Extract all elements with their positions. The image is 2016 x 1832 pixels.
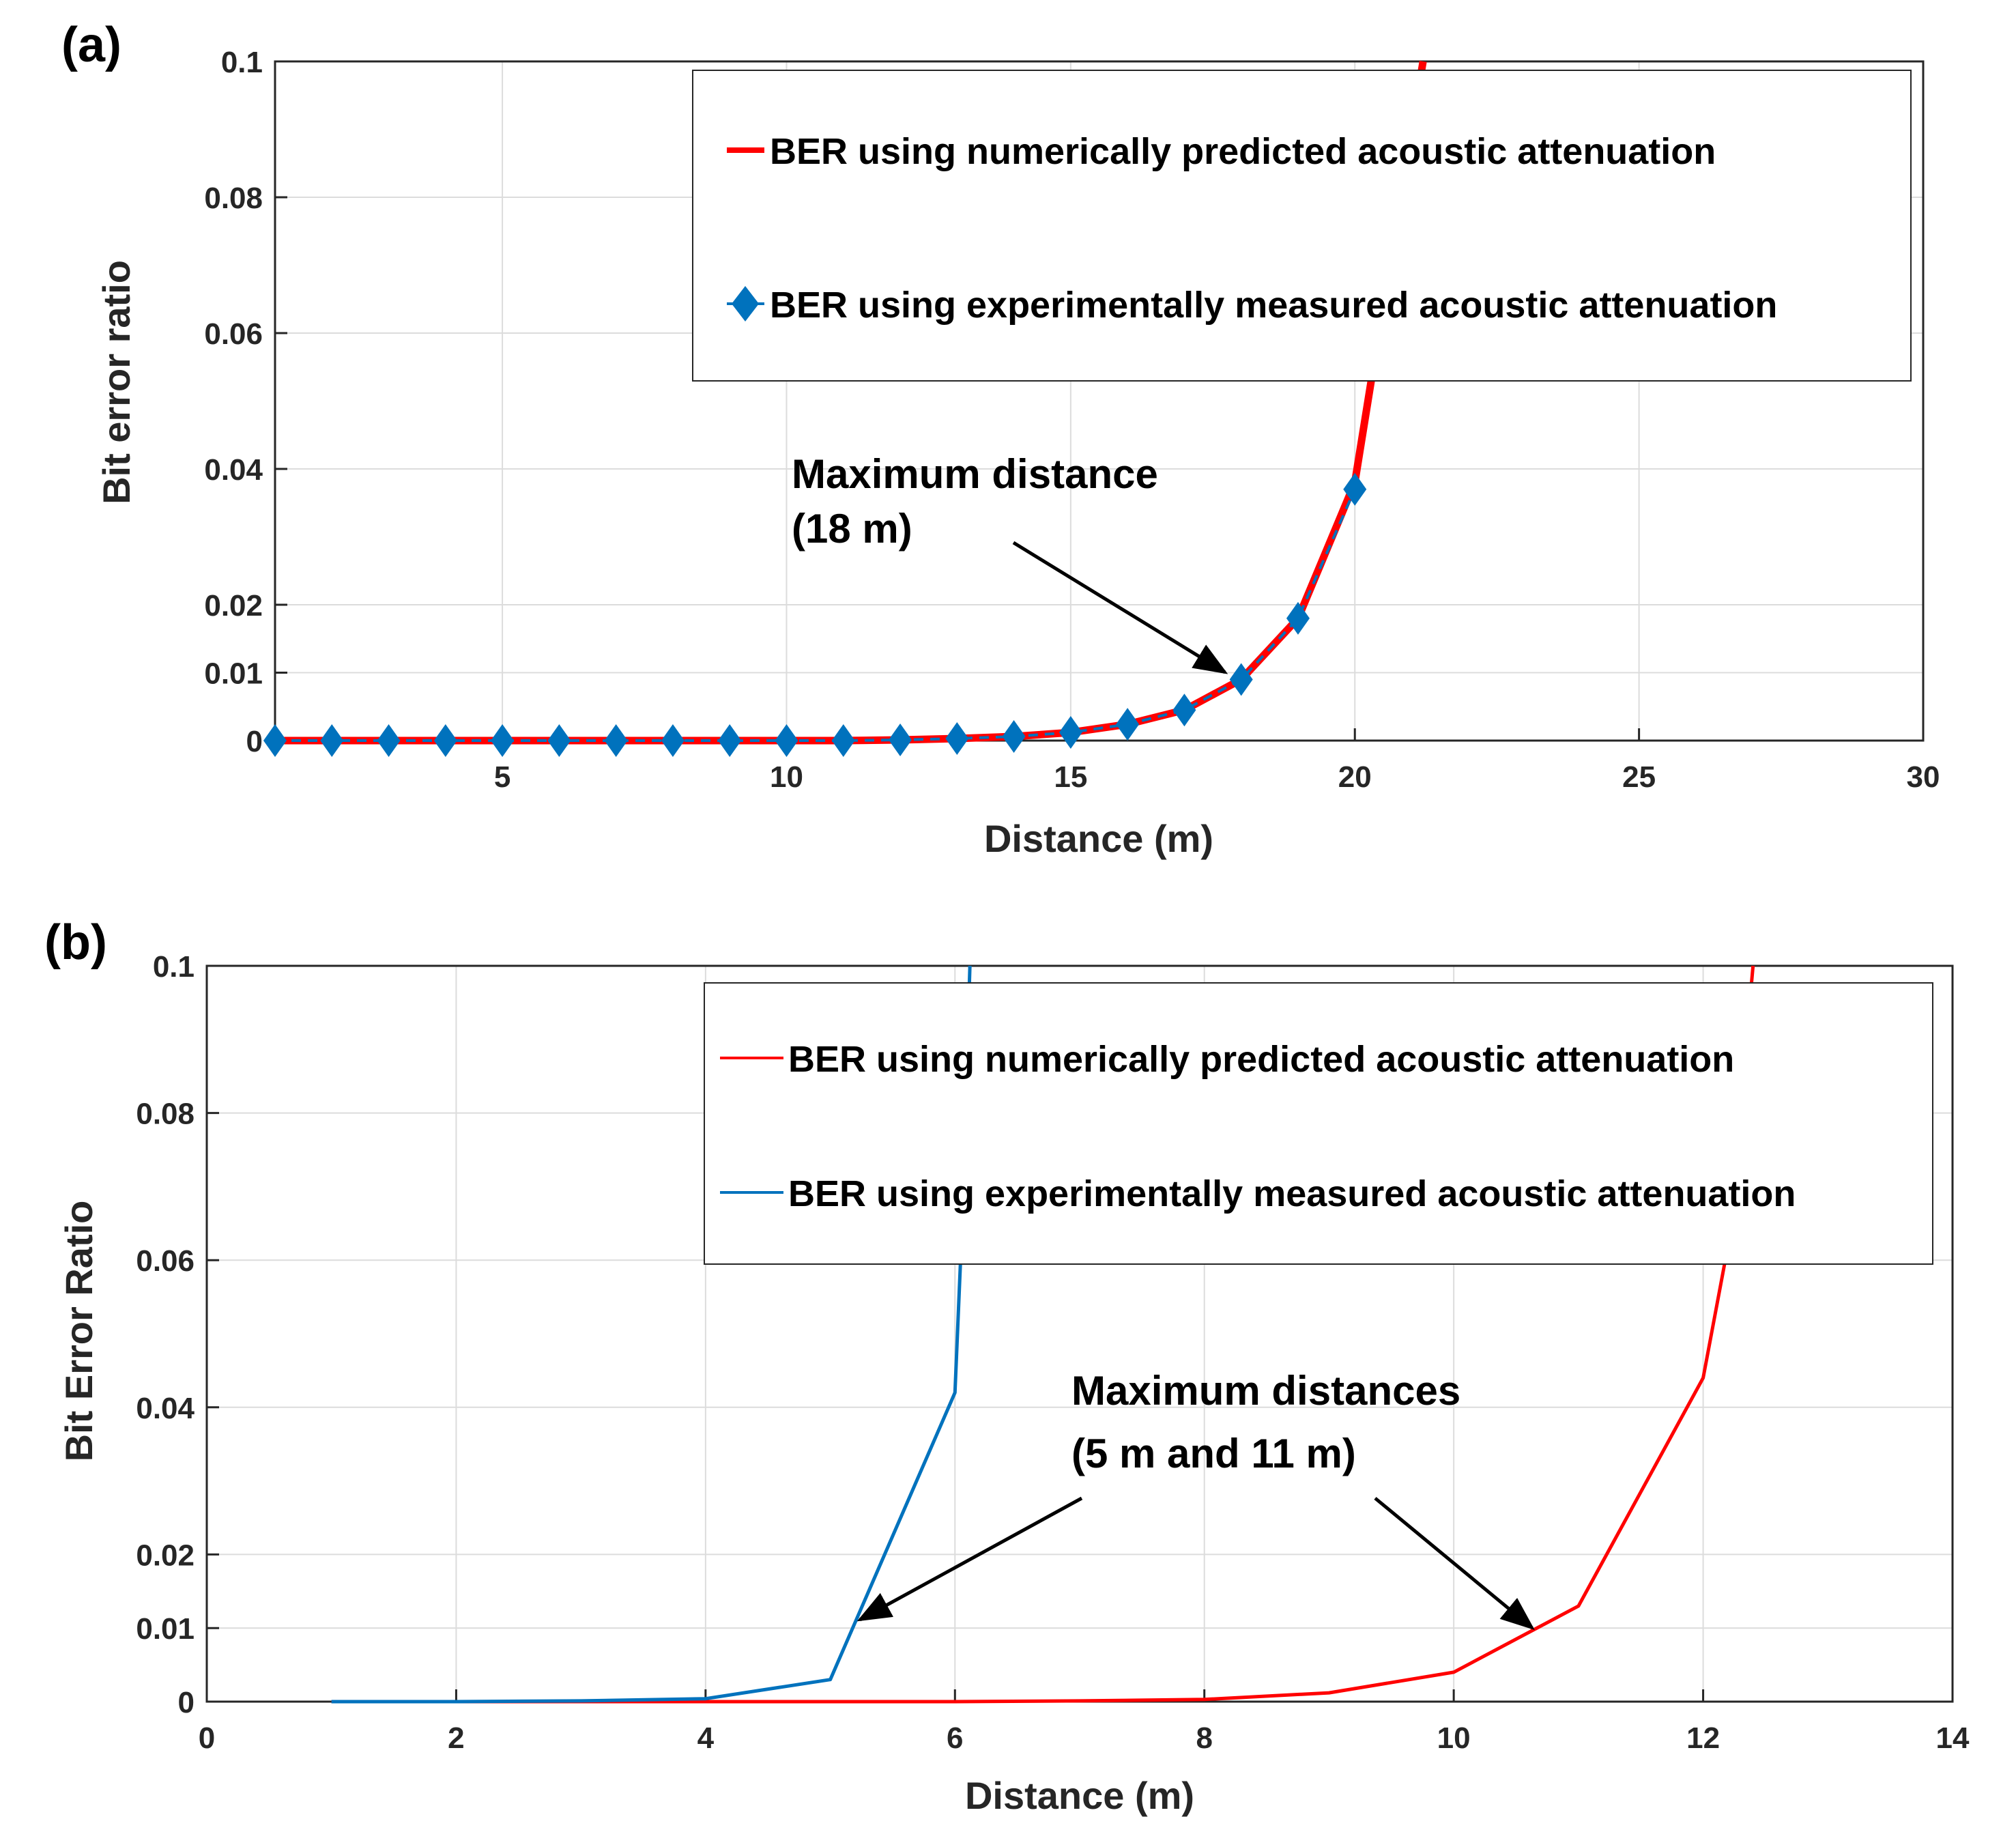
y-tick-label: 0.02 [136, 1538, 195, 1572]
x-tick-label: 0 [199, 1721, 215, 1755]
legend-b: BER using numerically predicted acoustic… [704, 982, 1933, 1265]
y-tick-label: 0.01 [204, 657, 263, 691]
series-group-b [331, 965, 1755, 1704]
x-tick-label: 5 [494, 760, 510, 794]
data-point-diamond [604, 724, 628, 757]
x-axis-label-b: Distance (m) [965, 1774, 1194, 1817]
panel-label-a: (a) [61, 18, 121, 72]
data-point-diamond [1059, 716, 1082, 749]
legend-box-a [692, 70, 1912, 382]
panel-label-b: (b) [44, 915, 107, 970]
x-tick-label: 6 [947, 1721, 963, 1755]
x-tick-label: 30 [1907, 760, 1940, 794]
x-tick-label: 12 [1686, 1721, 1720, 1755]
data-point-diamond [775, 724, 798, 757]
y-tick-label: 0.04 [136, 1392, 195, 1425]
y-ticks-b: 0 0.01 0.02 0.04 0.06 0.08 0.1 [136, 950, 219, 1719]
chart-panel-b: (b) 0 0.01 0.02 0.04 0.06 0.08 0.1 0 2 4 6 8 10 12 14… [44, 915, 1970, 1817]
data-point-diamond [1229, 663, 1253, 696]
data-point-diamond [433, 724, 457, 757]
legend-box-b [704, 982, 1933, 1265]
legend-entry-red-b: BER using numerically predicted acoustic… [788, 1039, 1734, 1080]
data-point-diamond [889, 724, 912, 757]
x-tick-label: 10 [770, 760, 803, 794]
annotation-line2-a: (18 m) [792, 506, 912, 552]
x-tick-label: 15 [1054, 760, 1087, 794]
y-tick-label: 0 [246, 725, 263, 758]
data-point-diamond [1002, 720, 1026, 754]
x-ticks-b: 0 2 4 6 8 10 12 14 [199, 1689, 1970, 1755]
annotation-line1-b: Maximum distances [1071, 1368, 1460, 1414]
series-group-a [263, 61, 1427, 757]
x-tick-label: 4 [697, 1721, 715, 1755]
data-point-diamond [320, 724, 344, 757]
x-tick-label: 2 [448, 1721, 464, 1755]
x-tick-label: 20 [1338, 760, 1372, 794]
legend-swatch-diamond-a [732, 286, 759, 321]
legend-a: BER using numerically predicted acoustic… [692, 70, 1912, 382]
data-point-diamond [1343, 472, 1367, 506]
data-point-diamond [945, 722, 969, 756]
y-axis-label-a: Bit error ratio [95, 260, 138, 504]
data-point-diamond [377, 724, 401, 757]
annotation-line1-a: Maximum distance [792, 451, 1158, 497]
y-tick-label: 0.06 [136, 1244, 195, 1278]
legend-entry-blue-a: BER using experimentally measured acoust… [770, 285, 1777, 326]
annotation-line2-b: (5 m and 11 m) [1071, 1431, 1356, 1476]
annotation-arrow-right-b [1374, 1497, 1535, 1631]
y-tick-label: 0.1 [221, 46, 263, 79]
data-point-diamond [1286, 601, 1310, 635]
data-point-diamond [491, 724, 515, 757]
y-tick-label: 0 [178, 1686, 195, 1719]
chart-panel-a: (a) 0 0.01 0.02 0.04 0.06 0.08 0.1 5 10 15 20 25 30… [61, 18, 1940, 860]
x-axis-label-a: Distance (m) [984, 817, 1213, 860]
y-tick-label: 0.02 [204, 589, 263, 622]
data-point-diamond [1116, 708, 1140, 741]
x-tick-label: 14 [1936, 1721, 1970, 1755]
y-tick-label: 0.06 [204, 317, 263, 351]
y-tick-label: 0.1 [153, 950, 195, 984]
x-tick-label: 25 [1622, 760, 1656, 794]
data-point-diamond [547, 724, 571, 757]
legend-entry-red-a: BER using numerically predicted acoustic… [770, 131, 1716, 172]
legend-entry-blue-b: BER using experimentally measured acoust… [788, 1173, 1796, 1214]
y-ticks-a: 0 0.01 0.02 0.04 0.06 0.08 0.1 [204, 46, 287, 758]
plot-frame-a [274, 60, 1925, 742]
annotation-arrow-left-b [856, 1496, 1083, 1622]
data-point-diamond [718, 724, 742, 757]
annotation-arrow-a [1012, 541, 1228, 674]
data-point-diamond [263, 724, 287, 757]
data-point-diamond [831, 724, 855, 757]
y-tick-label: 0.01 [136, 1612, 195, 1646]
data-point-diamond [1172, 693, 1196, 727]
x-tick-label: 8 [1196, 1721, 1212, 1755]
data-point-diamond [661, 724, 685, 757]
y-tick-label: 0.04 [204, 453, 263, 487]
series-line-blue [331, 965, 972, 1704]
y-axis-label-b: Bit Error Ratio [57, 1201, 100, 1462]
x-tick-label: 10 [1437, 1721, 1471, 1755]
y-tick-label: 0.08 [136, 1098, 195, 1131]
x-ticks-a: 5 10 15 20 25 30 [494, 728, 1940, 794]
y-tick-label: 0.08 [204, 182, 263, 215]
